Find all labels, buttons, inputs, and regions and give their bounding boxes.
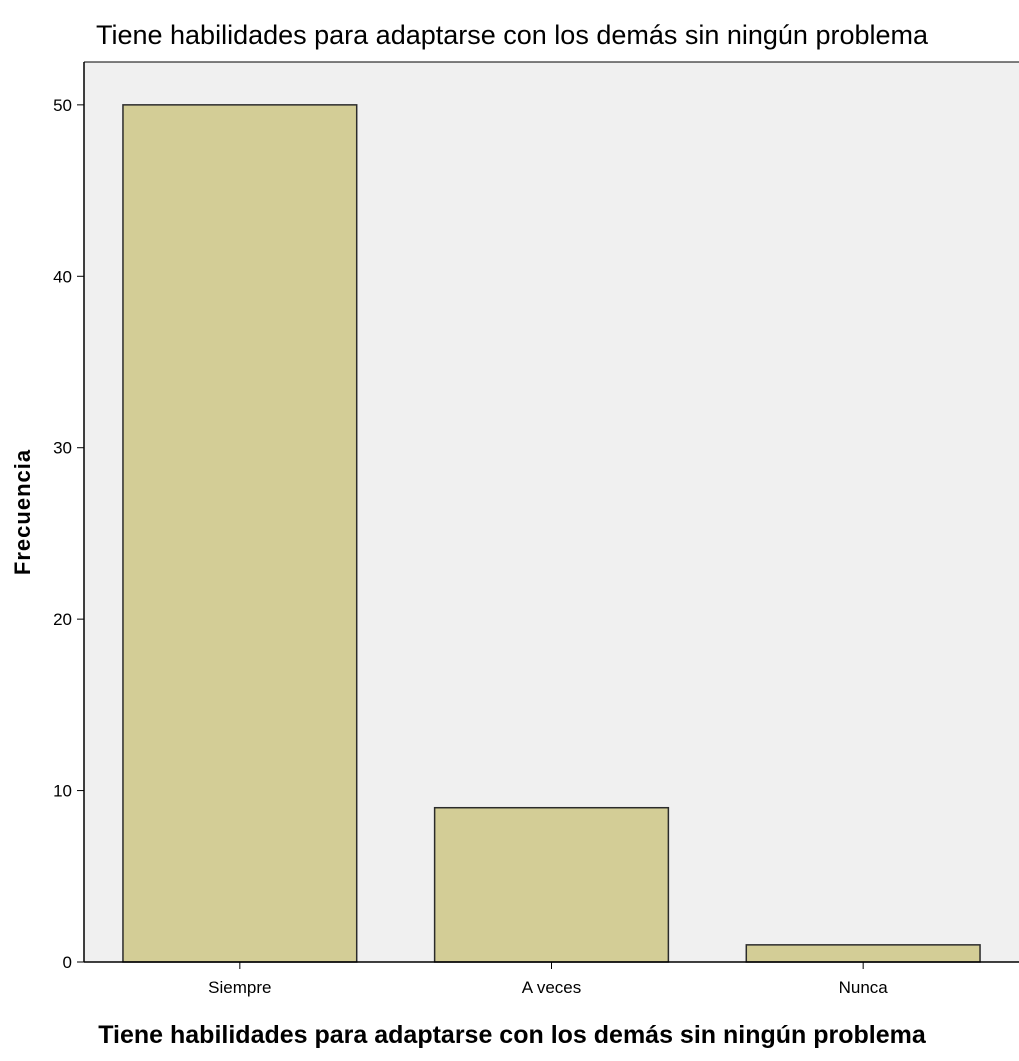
y-tick-label: 40 [53,267,72,286]
bars-group [122,104,981,963]
bar-siempre [122,104,358,963]
y-tick-label: 0 [63,953,72,972]
x-tick-label: Nunca [839,978,889,997]
y-tick-label: 30 [53,439,72,458]
y-tick-label: 20 [53,610,72,629]
y-axis-label: Frecuencia [10,449,35,575]
x-ticks-group: Siempre A veces Nunca [208,962,888,997]
bar-nunca [745,944,981,963]
x-tick-label: Siempre [208,978,271,997]
y-tick-label: 10 [53,782,72,801]
x-axis-label: Tiene habilidades para adaptarse con los… [98,1021,927,1049]
y-tick-label: 50 [53,96,72,115]
chart-title: Tiene habilidades para adaptarse con los… [96,20,929,50]
bar-a-veces [433,806,670,963]
x-tick-label: A veces [522,978,582,997]
y-ticks-group: 0 10 20 30 40 50 [53,96,84,972]
